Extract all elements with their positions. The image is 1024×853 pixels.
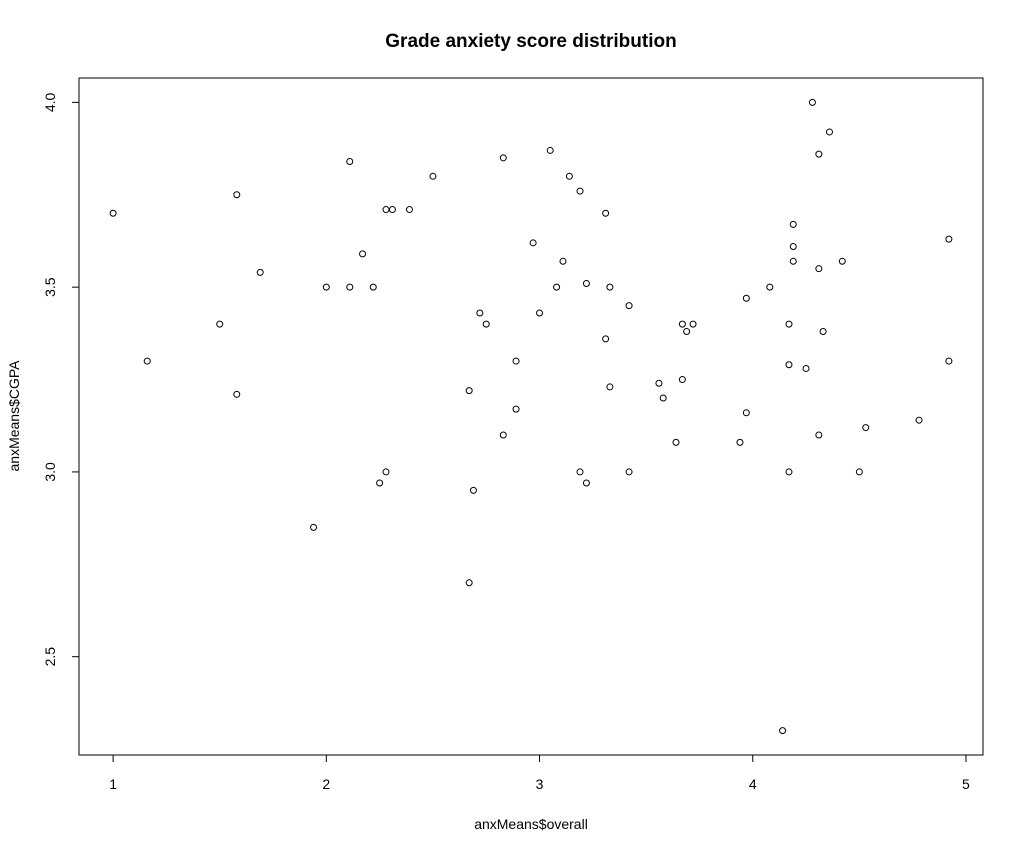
y-axis: 2.5 3.0 3.5 4.0 xyxy=(42,92,80,667)
data-point xyxy=(346,158,354,166)
data-point xyxy=(405,206,413,214)
data-point xyxy=(625,302,633,310)
data-point xyxy=(815,431,823,439)
data-point xyxy=(945,357,953,365)
data-point xyxy=(779,727,787,735)
x-tick-label: 5 xyxy=(962,776,970,792)
data-point xyxy=(945,235,953,243)
data-point xyxy=(785,320,793,328)
data-point xyxy=(742,294,750,302)
data-point xyxy=(109,209,117,217)
x-tick-label: 1 xyxy=(109,776,117,792)
data-point xyxy=(216,320,224,328)
data-point xyxy=(388,206,396,214)
data-point xyxy=(606,383,614,391)
data-point xyxy=(672,438,680,446)
data-point xyxy=(815,265,823,273)
data-point xyxy=(808,98,816,106)
x-tick-label: 4 xyxy=(749,776,757,792)
data-point xyxy=(815,150,823,158)
data-point xyxy=(559,257,567,265)
data-point xyxy=(915,416,923,424)
data-point xyxy=(838,257,846,265)
data-point xyxy=(678,376,686,384)
data-point xyxy=(602,209,610,217)
y-axis-label: anxMeans$CGPA xyxy=(6,360,22,472)
data-point xyxy=(789,220,797,228)
data-point xyxy=(602,335,610,343)
data-point xyxy=(576,187,584,195)
data-point xyxy=(659,394,667,402)
data-point xyxy=(499,431,507,439)
data-point xyxy=(476,309,484,317)
y-tick-label: 3.0 xyxy=(42,462,58,482)
x-tick-label: 3 xyxy=(536,776,544,792)
data-point xyxy=(512,357,520,365)
data-point xyxy=(819,328,827,336)
data-point xyxy=(369,283,377,291)
data-point xyxy=(143,357,151,365)
data-points xyxy=(109,98,953,735)
data-point xyxy=(499,154,507,162)
data-point xyxy=(553,283,561,291)
data-point xyxy=(576,468,584,476)
data-point xyxy=(736,438,744,446)
y-tick-label: 4.0 xyxy=(42,92,58,112)
data-point xyxy=(310,523,318,531)
data-point xyxy=(785,361,793,369)
data-point xyxy=(482,320,490,328)
data-point xyxy=(789,243,797,251)
data-point xyxy=(625,468,633,476)
data-point xyxy=(256,268,264,276)
data-point xyxy=(346,283,354,291)
x-axis: 1 2 3 4 5 xyxy=(109,754,970,792)
data-point xyxy=(233,191,241,199)
data-point xyxy=(655,379,663,387)
data-point xyxy=(825,128,833,136)
x-axis-label: anxMeans$overall xyxy=(474,816,588,832)
data-point xyxy=(429,172,437,180)
data-point xyxy=(359,250,367,258)
chart-title: Grade anxiety score distribution xyxy=(385,31,676,52)
data-point xyxy=(766,283,774,291)
data-point xyxy=(855,468,863,476)
data-point xyxy=(802,364,810,372)
data-point xyxy=(546,146,554,154)
data-point xyxy=(862,424,870,432)
data-point xyxy=(582,479,590,487)
data-point xyxy=(789,257,797,265)
data-point xyxy=(376,479,384,487)
data-point xyxy=(678,320,686,328)
data-point xyxy=(536,309,544,317)
data-point xyxy=(529,239,537,247)
x-tick-label: 2 xyxy=(322,776,330,792)
data-point xyxy=(465,579,473,587)
data-point xyxy=(322,283,330,291)
data-point xyxy=(683,328,691,336)
data-point xyxy=(512,405,520,413)
data-point xyxy=(742,409,750,417)
data-point xyxy=(565,172,573,180)
y-tick-label: 2.5 xyxy=(42,647,58,667)
data-point xyxy=(689,320,697,328)
data-point xyxy=(233,390,241,398)
y-tick-label: 3.5 xyxy=(42,277,58,297)
data-point xyxy=(469,486,477,494)
data-point xyxy=(465,387,473,395)
data-point xyxy=(582,279,590,287)
data-point xyxy=(785,468,793,476)
data-point xyxy=(382,468,390,476)
data-point xyxy=(606,283,614,291)
